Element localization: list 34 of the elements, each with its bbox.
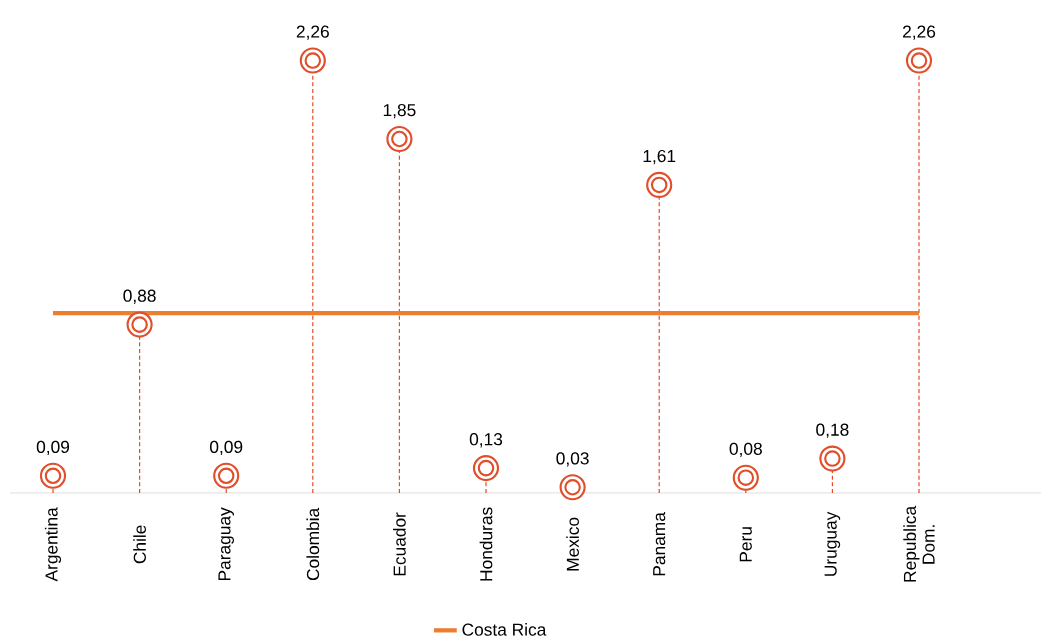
data-label: 0,09 bbox=[210, 440, 243, 456]
data-label: 0,09 bbox=[36, 440, 70, 456]
data-label: 2,26 bbox=[296, 25, 329, 40]
x-tick-label: Republica Dom. bbox=[903, 505, 935, 582]
point bbox=[905, 47, 933, 74]
point bbox=[732, 464, 759, 491]
x-tick-label: Ecuador bbox=[393, 512, 406, 576]
point bbox=[472, 455, 500, 482]
data-label: 0,13 bbox=[469, 433, 503, 448]
data-label: 1,61 bbox=[643, 149, 676, 165]
x-tick-label: Argentina bbox=[44, 507, 62, 582]
x-tick-label: Mexico bbox=[566, 517, 579, 571]
point bbox=[386, 125, 413, 153]
x-tick-label: Paraguay bbox=[218, 507, 234, 581]
x-tick-label: Peru bbox=[739, 527, 752, 562]
point bbox=[213, 462, 240, 489]
data-label: 2,26 bbox=[903, 25, 936, 40]
data-label: 0,88 bbox=[123, 289, 156, 304]
legend-label: Costa Rica bbox=[462, 623, 547, 636]
point bbox=[646, 171, 673, 198]
point bbox=[39, 462, 67, 489]
point bbox=[299, 47, 326, 74]
data-label: 0,08 bbox=[729, 442, 762, 457]
data-label: 0,03 bbox=[556, 452, 589, 467]
x-tick-label: Colombia bbox=[306, 507, 320, 581]
point bbox=[559, 474, 586, 501]
x-tick-label: Honduras bbox=[479, 507, 493, 581]
x-tick-label: Chile bbox=[133, 525, 146, 564]
point bbox=[126, 311, 153, 338]
x-tick-label: Panama bbox=[653, 512, 666, 576]
data-label: 1,85 bbox=[383, 103, 416, 119]
x-tick-label: Uruguay bbox=[824, 511, 841, 576]
data-label: 0,18 bbox=[816, 423, 849, 438]
point bbox=[819, 445, 846, 472]
